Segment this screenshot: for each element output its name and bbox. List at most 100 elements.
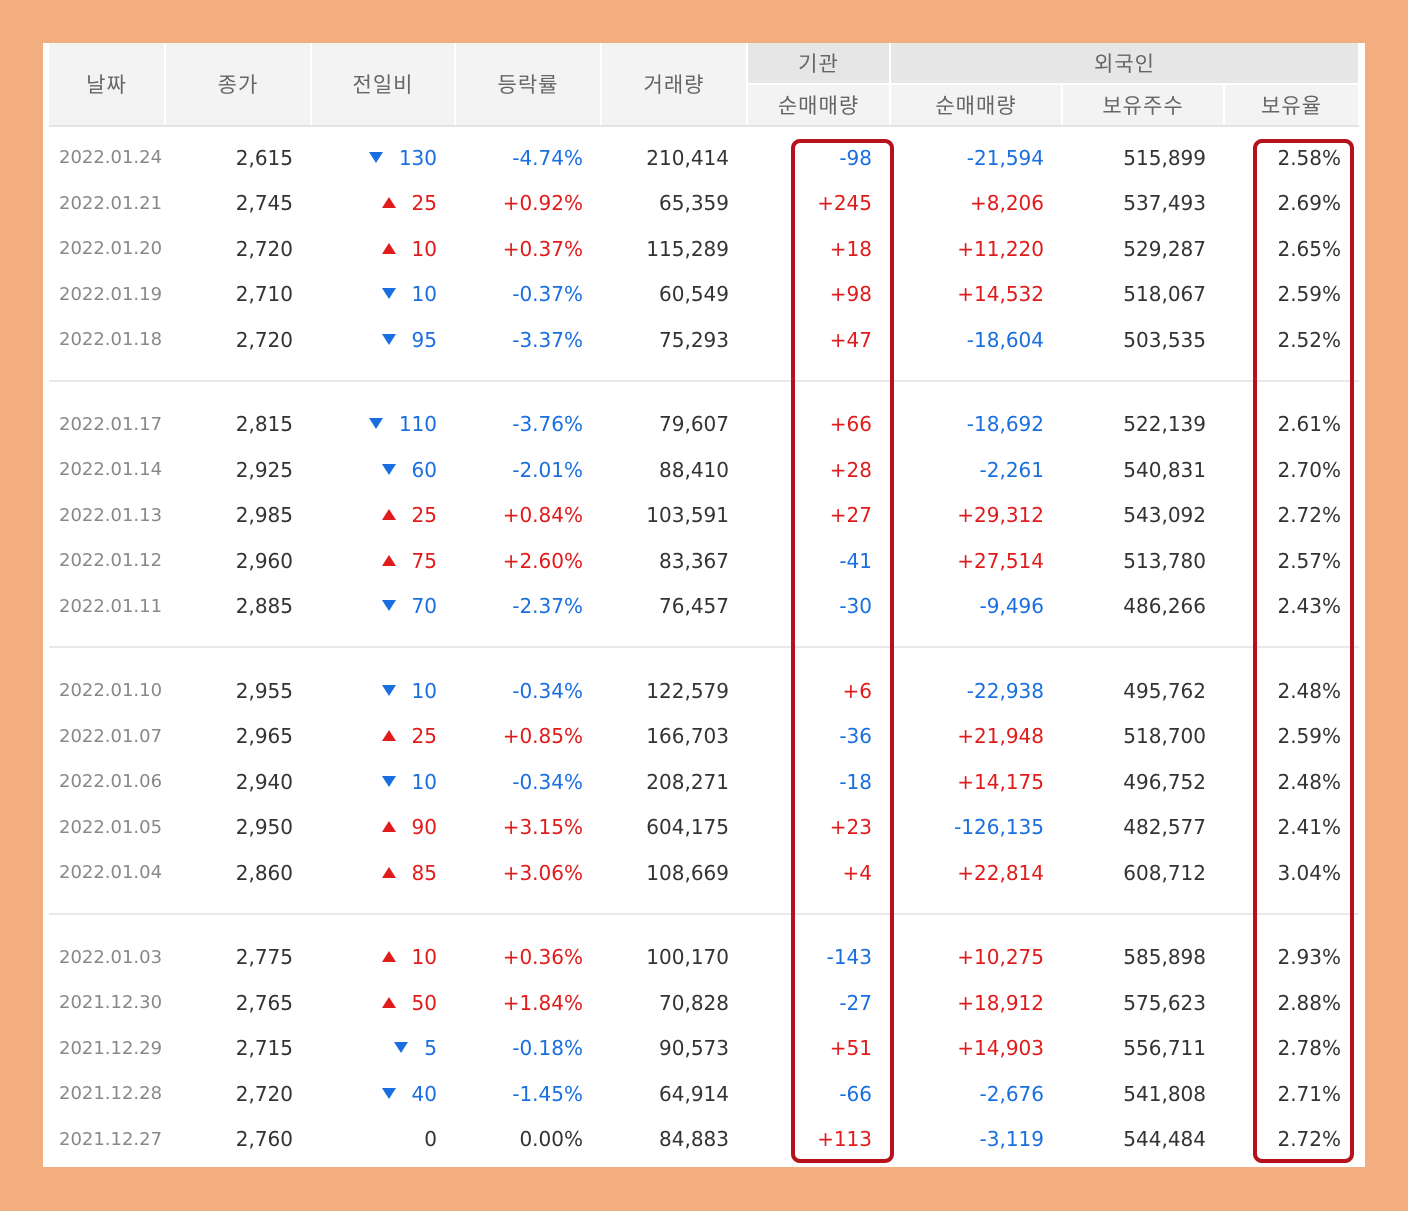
foreign-ratio-cell: 2.48% (1277, 769, 1342, 794)
triangle-up-icon (381, 554, 396, 566)
change-cell: 10 (311, 226, 455, 272)
volume-cell: 604,175 (646, 815, 729, 840)
triangle-up-icon (381, 242, 396, 254)
foreign-ratio-column-highlight (1253, 139, 1354, 1163)
change-rate-cell: -3.76% (512, 412, 583, 437)
table-row: 2022.01.21 2,745 25 +0.92% 65,359 +245 +8,206 5… (49, 181, 1359, 227)
col-header-volume[interactable]: 거래량 (601, 43, 748, 125)
change-rate-cell: +1.84% (502, 990, 583, 1015)
foreign-net-cell: -126,135 (954, 815, 1044, 840)
change-value: 10 (411, 236, 437, 261)
table-row: 2022.01.18 2,720 95 -3.37% 75,293 +47 -18,604 5… (49, 317, 1359, 363)
foreign-ratio-cell: 2.72% (1277, 1127, 1342, 1152)
triangle-down-icon (381, 600, 396, 612)
institution-net-cell: +47 (829, 327, 872, 352)
institution-net-cell: +245 (817, 191, 872, 216)
foreign-ratio-cell: 2.70% (1277, 457, 1342, 482)
foreign-shares-cell: 544,484 (1123, 1127, 1206, 1152)
institution-net-cell: -98 (839, 145, 872, 170)
foreign-shares-cell: 556,711 (1123, 1036, 1206, 1061)
close-price-cell: 2,940 (235, 769, 293, 794)
change-rate-cell: +0.85% (502, 724, 583, 749)
foreign-net-cell: -22,938 (966, 678, 1044, 703)
change-cell: 70 (311, 584, 455, 630)
change-value: 10 (411, 945, 437, 970)
table-row: 2022.01.07 2,965 25 +0.85% 166,703 -36 +21,948… (49, 714, 1359, 760)
close-price-cell: 2,860 (235, 860, 293, 885)
table-row: 2021.12.27 2,760 0 0.00% 84,883 +113 -3,119 544… (49, 1117, 1359, 1163)
triangle-down-icon (368, 418, 383, 430)
close-price-cell: 2,960 (235, 548, 293, 573)
change-cell: 25 (311, 181, 455, 227)
col-header-rate[interactable]: 등락률 (455, 43, 602, 125)
foreign-net-cell: -18,692 (966, 412, 1044, 437)
foreign-net-cell: +11,220 (957, 236, 1044, 261)
close-price-cell: 2,710 (235, 282, 293, 307)
col-header-foreign-shares[interactable]: 보유주수 (1062, 84, 1225, 125)
change-rate-cell: -0.34% (512, 678, 583, 703)
foreign-shares-cell: 518,700 (1123, 724, 1206, 749)
triangle-down-icon (381, 1087, 396, 1099)
change-cell: 25 (311, 714, 455, 760)
table-row: 2022.01.19 2,710 10 -0.37% 60,549 +98 +14,532 5… (49, 272, 1359, 318)
date-cell: 2022.01.21 (59, 192, 163, 214)
change-rate-cell: -3.37% (512, 327, 583, 352)
change-value: 10 (411, 769, 437, 794)
group-divider (49, 629, 1360, 668)
institution-net-cell: +113 (817, 1127, 872, 1152)
foreign-net-cell: -18,604 (966, 327, 1044, 352)
institution-net-cell: -66 (839, 1081, 872, 1106)
foreign-shares-cell: 513,780 (1123, 548, 1206, 573)
foreign-ratio-cell: 2.71% (1277, 1081, 1342, 1106)
table-row: 2021.12.29 2,715 5 -0.18% 90,573 +51 +14,903 55… (49, 1026, 1359, 1072)
foreign-ratio-cell: 2.59% (1277, 282, 1342, 307)
date-cell: 2021.12.27 (59, 1128, 163, 1150)
col-header-foreign-net[interactable]: 순매매량 (890, 84, 1063, 125)
date-cell: 2022.01.10 (59, 680, 163, 702)
close-price-cell: 2,745 (235, 191, 293, 216)
change-value: 40 (411, 1081, 437, 1106)
foreign-net-cell: -3,119 (979, 1127, 1044, 1152)
triangle-down-icon (381, 775, 396, 787)
table-row: 2022.01.04 2,860 85 +3.06% 108,669 +4 +22,814 6… (49, 850, 1359, 896)
col-header-change[interactable]: 전일비 (311, 43, 456, 125)
change-value: 0 (424, 1127, 437, 1152)
date-cell: 2022.01.13 (59, 504, 163, 526)
change-value: 95 (411, 327, 437, 352)
foreign-shares-cell: 503,535 (1123, 327, 1206, 352)
institution-net-cell: +98 (829, 282, 872, 307)
foreign-shares-cell: 541,808 (1123, 1081, 1206, 1106)
foreign-shares-cell: 515,899 (1123, 145, 1206, 170)
foreign-ratio-cell: 3.04% (1277, 860, 1342, 885)
col-group-institution: 기관 (747, 43, 891, 85)
date-cell: 2022.01.05 (59, 816, 163, 838)
foreign-ratio-cell: 2.41% (1277, 815, 1342, 840)
foreign-net-cell: -9,496 (979, 594, 1044, 619)
foreign-shares-cell: 540,831 (1123, 457, 1206, 482)
volume-cell: 108,669 (646, 860, 729, 885)
date-cell: 2022.01.11 (59, 595, 163, 617)
close-price-cell: 2,775 (235, 945, 293, 970)
col-header-foreign-ratio[interactable]: 보유율 (1224, 84, 1361, 125)
date-cell: 2022.01.04 (59, 862, 163, 884)
change-rate-cell: -0.34% (512, 769, 583, 794)
change-value: 25 (411, 191, 437, 216)
col-group-foreign: 외국인 (890, 43, 1361, 85)
close-price-cell: 2,715 (235, 1036, 293, 1061)
col-header-date[interactable]: 날짜 (49, 43, 166, 125)
foreign-net-cell: +27,514 (957, 548, 1044, 573)
foreign-net-cell: +21,948 (957, 724, 1044, 749)
col-header-inst-net[interactable]: 순매매량 (747, 84, 891, 125)
change-value: 75 (411, 548, 437, 573)
table-row: 2021.12.30 2,765 50 +1.84% 70,828 -27 +18,912 5… (49, 980, 1359, 1026)
table-row: 2021.12.28 2,720 40 -1.45% 64,914 -66 -2,676 54… (49, 1071, 1359, 1117)
change-cell: 90 (311, 805, 455, 851)
volume-cell: 115,289 (646, 236, 729, 261)
triangle-up-icon (381, 996, 396, 1008)
col-header-close[interactable]: 종가 (165, 43, 312, 125)
triangle-up-icon (381, 730, 396, 742)
change-rate-cell: +2.60% (502, 548, 583, 573)
foreign-ratio-cell: 2.52% (1277, 327, 1342, 352)
volume-cell: 90,573 (659, 1036, 729, 1061)
close-price-cell: 2,765 (235, 990, 293, 1015)
